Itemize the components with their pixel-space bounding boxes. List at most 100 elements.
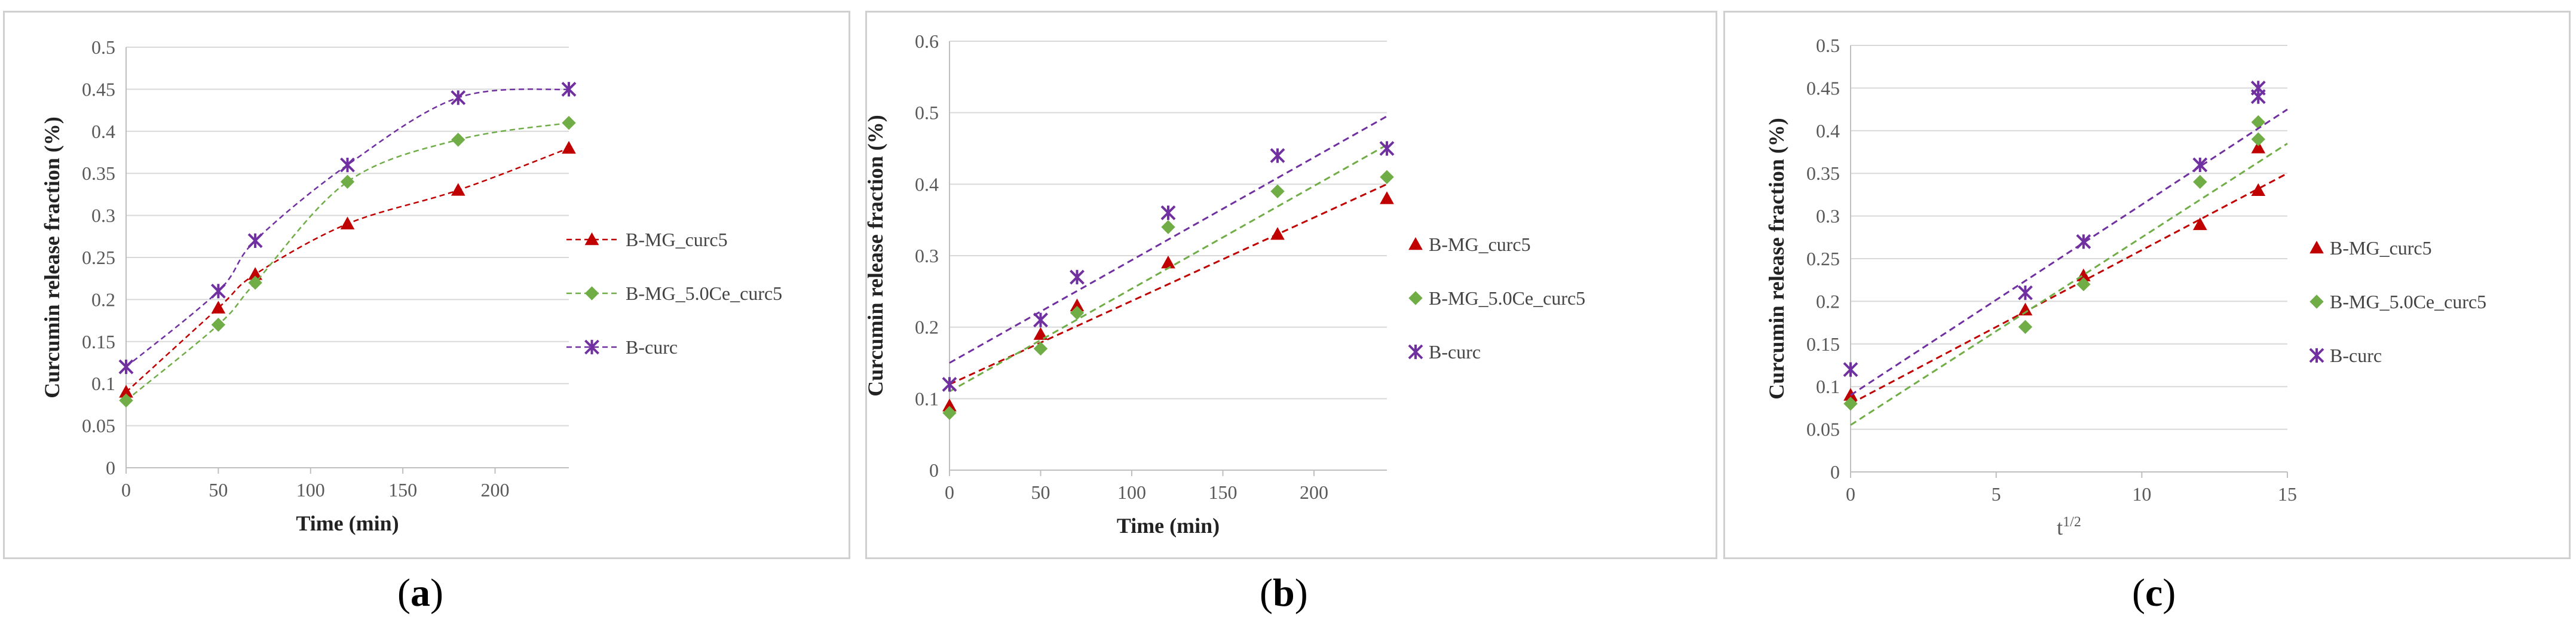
- chart-a-legend-marker: [584, 232, 599, 246]
- chart-a-legend-item: B-MG_5.0Ce_curc5: [566, 283, 782, 304]
- chart-c-y-tick-label: 0.15: [1806, 333, 1840, 355]
- chart-c-y-tick-label: 0.05: [1806, 419, 1840, 440]
- chart-c-legend-label: B-MG_5.0Ce_curc5: [2330, 291, 2486, 312]
- chart-b-x-tick-label: 200: [1300, 481, 1328, 503]
- chart-b-data-point: [1070, 306, 1085, 320]
- chart-c-series-b-mg-curc5: [1843, 140, 2288, 405]
- chart-c-trendline: [1850, 142, 2288, 426]
- chart-b-y-tick-label: 0.2: [915, 317, 939, 338]
- chart-a-x-tick-label: 0: [121, 479, 131, 501]
- chart-b-trendline: [949, 183, 1387, 385]
- chart-c-y-tick-label: 0.25: [1806, 248, 1840, 269]
- chart-b-data-point: [1161, 220, 1175, 234]
- chart-a-data-point: [210, 283, 226, 299]
- chart-b-legend-marker: [1408, 344, 1423, 360]
- chart-b-y-tick-label: 0.1: [915, 388, 939, 409]
- chart-a-series-line: [125, 88, 569, 368]
- chart-b-x-tick-label: 100: [1117, 481, 1146, 503]
- chart-b-series-b-curc: [942, 115, 1395, 392]
- panel-label-b: (b): [1260, 571, 1308, 615]
- chart-b-x-tick-label: 150: [1209, 481, 1238, 503]
- chart-b-legend-item: B-curc: [1408, 341, 1481, 363]
- chart-a-series-line: [125, 147, 569, 393]
- chart-c-y-tick-label: 0.1: [1816, 376, 1840, 397]
- chart-c-data-point: [2251, 115, 2265, 130]
- chart-a-x-tick-label: 100: [296, 479, 325, 501]
- chart-b-legend-item: B-MG_curc5: [1408, 234, 1531, 255]
- chart-c-y-tick-label: 0.45: [1806, 77, 1840, 99]
- chart-c-legend-item: B-MG_5.0Ce_curc5: [2309, 291, 2486, 312]
- chart-c-y-tick-label: 0: [1830, 461, 1840, 483]
- chart-a-data-point: [451, 133, 465, 147]
- chart-b-series-b-mg-curc5: [942, 183, 1394, 412]
- chart-c-legend-marker: [2309, 348, 2324, 363]
- chart-panel-c: 0 0.05 0.1 0.15 0.2 0.25 0.3 0.35 0.4 0.45 0.5 0 5 10…: [1723, 11, 2571, 559]
- chart-c-x-tick-label: 0: [1846, 483, 1855, 505]
- chart-a-y-tick-label: 0.5: [91, 36, 115, 58]
- chart-c-data-point: [2193, 174, 2207, 189]
- chart-b-y-tick-label: 0: [929, 459, 939, 481]
- chart-b-data-point: [1033, 341, 1048, 356]
- chart-a-y-tick-label: 0.35: [82, 162, 115, 184]
- chart-a-series-b-mg-curc5: [119, 140, 576, 398]
- chart-b-legend-label: B-MG_curc5: [1429, 234, 1531, 255]
- chart-a-y-tick-label: 0.45: [82, 78, 115, 100]
- chart-c-data-point: [2250, 80, 2266, 96]
- chart-a-data-point: [561, 81, 577, 97]
- chart-a-x-tick-label: 200: [481, 479, 510, 501]
- chart-a-series-line: [125, 122, 569, 401]
- chart-c-y-tick-label: 0.4: [1816, 120, 1840, 142]
- chart-b-data-point: [1270, 148, 1285, 163]
- chart-b-data-point: [1033, 312, 1048, 328]
- chart-a-legend-label: B-MG_5.0Ce_curc5: [626, 283, 782, 304]
- chart-b-data-point: [1270, 184, 1285, 199]
- chart-b-legend-label: B-curc: [1429, 341, 1481, 363]
- chart-c-y-tick-label: 0.3: [1816, 205, 1840, 227]
- chart-a-data-point: [562, 116, 576, 130]
- chart-a-y-tick-label: 0: [106, 457, 115, 478]
- chart-b-trendline: [949, 144, 1387, 392]
- chart-panel-b: 0 0.1 0.2 0.3 0.4 0.5 0.6 0 50 100 150 200 Curcumin …: [865, 11, 1717, 559]
- chart-c-legend-item: B-MG_curc5: [2309, 237, 2432, 259]
- chart-b-data-point: [1033, 327, 1048, 340]
- chart-c-y-tick-label: 0.5: [1816, 35, 1840, 56]
- chart-c-data-point: [2192, 217, 2207, 231]
- chart-c-legend-marker: [2309, 295, 2324, 309]
- chart-a-legend-marker: [584, 286, 599, 300]
- chart-a-data-point: [247, 233, 263, 249]
- chart-a-data-point: [451, 90, 466, 105]
- chart-c-x-tick-label: 15: [2278, 483, 2297, 505]
- chart-a-legend-label: B-MG_curc5: [626, 229, 728, 250]
- chart-c-data-point: [2076, 234, 2091, 249]
- chart-c-series-b-curc: [1843, 80, 2288, 396]
- chart-a-y-tick-label: 0.1: [91, 373, 115, 394]
- chart-a-y-tick-label: 0.15: [82, 331, 115, 352]
- chart-a-legend-item: B-curc: [566, 336, 678, 358]
- chart-b-y-axis-title: Curcumin release fraction (%): [867, 115, 887, 397]
- chart-b-legend-marker: [1408, 291, 1423, 305]
- chart-a-x-tick-label: 50: [209, 479, 228, 501]
- chart-c-data-point: [2251, 132, 2265, 146]
- chart-c-trendline: [1850, 172, 2288, 405]
- chart-c-data-point: [2251, 183, 2266, 197]
- chart-b-x-tick-label: 0: [945, 481, 954, 503]
- chart-b-data-point: [1380, 170, 1394, 185]
- chart-c-x-axis-title: t1/2: [2057, 514, 2081, 539]
- chart-c-y-axis-title: Curcumin release fraction (%): [1765, 118, 1788, 400]
- chart-a-data-point: [211, 317, 226, 332]
- chart-c-data-point: [2251, 140, 2266, 154]
- chart-a-data-point: [340, 157, 355, 173]
- chart-b-y-tick-label: 0.5: [915, 102, 939, 124]
- chart-b-data-point: [1270, 227, 1285, 240]
- chart-a-y-tick-label: 0.05: [82, 415, 115, 437]
- chart-a-data-point: [248, 275, 262, 290]
- chart-b-data-point: [942, 406, 957, 420]
- chart-b-svg: 0 0.1 0.2 0.3 0.4 0.5 0.6 0 50 100 150 200 Curcumin …: [867, 30, 1585, 538]
- chart-b-trendline: [949, 115, 1387, 364]
- chart-c-x-tick-label: 5: [1992, 483, 2001, 505]
- chart-a-data-point: [118, 359, 134, 375]
- chart-c-series-b-mg-5-0ce-curc5: [1843, 115, 2288, 426]
- chart-a-legend-item: B-MG_curc5: [566, 229, 728, 250]
- chart-c-y-tick-label: 0.2: [1816, 290, 1840, 312]
- chart-a-series-b-mg-5-0ce-curc5: [119, 116, 576, 408]
